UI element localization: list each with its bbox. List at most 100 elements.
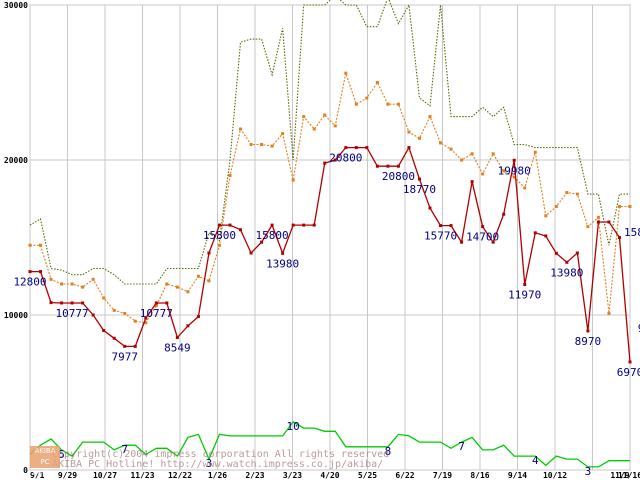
series-avg-point — [154, 304, 158, 308]
series-min-point — [302, 223, 306, 227]
series-avg-point — [60, 282, 64, 286]
series-avg-point — [428, 115, 432, 119]
series-min-point — [154, 301, 158, 305]
series-min-point — [207, 251, 211, 255]
series-min-point — [133, 344, 137, 348]
series-min-point — [533, 231, 537, 235]
count-label: 3 — [206, 457, 213, 470]
data-label: 13980 — [266, 257, 299, 270]
series-min-line — [30, 146, 631, 363]
count-label: 7 — [458, 440, 465, 453]
x-tick-label: 8/16 — [470, 471, 489, 480]
series-avg-point — [607, 311, 611, 315]
series-min-point — [512, 158, 516, 162]
series-avg-point — [49, 277, 53, 281]
y-tick-label: 10000 — [4, 311, 28, 320]
series-min-point — [112, 336, 116, 340]
series-min-point — [617, 236, 621, 239]
series-avg-point — [449, 147, 453, 151]
x-tick-label: 11/9 — [610, 471, 629, 480]
series-avg-point — [628, 205, 632, 208]
series-avg-point — [270, 144, 274, 148]
grid — [29, 4, 631, 471]
data-label: 15770 — [424, 230, 457, 243]
series-avg-point — [396, 102, 400, 106]
series-avg-point — [196, 274, 200, 278]
y-tick-label: 0 — [23, 466, 28, 475]
series-avg-point — [112, 308, 116, 312]
series-avg-point — [312, 127, 316, 131]
series-min-point — [39, 270, 43, 274]
series-min-point — [460, 240, 464, 244]
watermark-line-2: AKIBA PC Hotline! http://www.watch.impre… — [52, 459, 383, 470]
series-min-point — [523, 282, 527, 286]
series-avg-point — [375, 81, 379, 84]
series-avg-point — [407, 130, 411, 134]
series-avg-point — [575, 192, 579, 196]
data-label: 15800 — [256, 229, 289, 242]
series-min-point — [49, 301, 53, 305]
count-label: 3 — [585, 465, 592, 478]
series-max-line — [29, 0, 630, 285]
series-lines — [28, 0, 632, 468]
series-avg-point — [417, 136, 421, 140]
series-avg-point — [175, 285, 179, 289]
series-avg-point — [460, 158, 464, 162]
x-tick-label: 9/14 — [508, 471, 527, 480]
series-min-point — [28, 270, 32, 274]
series-min-point — [417, 177, 421, 181]
series-min-point — [386, 164, 390, 168]
x-tick-label: 12/22 — [168, 471, 192, 480]
series-min-point — [502, 212, 506, 216]
data-label: 10777 — [56, 307, 89, 320]
count-label: 8 — [385, 445, 392, 458]
series-min-point — [270, 223, 274, 227]
series-min-point — [175, 335, 179, 339]
x-tick-label: 5/25 — [358, 471, 377, 480]
series-avg-point — [133, 319, 137, 323]
count-label: 4 — [532, 454, 539, 467]
series-min-point — [428, 206, 432, 210]
series-min-point — [281, 251, 285, 255]
series-min-point — [396, 164, 400, 168]
series-avg-point — [586, 225, 590, 229]
series-min-point — [407, 146, 411, 150]
series-min-point — [596, 220, 600, 224]
series-min-point — [323, 161, 327, 165]
series-avg-point — [39, 243, 43, 247]
series-avg-point — [565, 191, 569, 195]
count-label: 5 — [58, 448, 65, 461]
data-label: 8549 — [164, 341, 191, 354]
series-min-point — [249, 251, 253, 255]
series-min-point — [228, 223, 232, 227]
series-avg-point — [91, 277, 95, 281]
series-min-point — [70, 301, 74, 305]
logo-line-1: AKIBA — [34, 447, 56, 455]
series-min-point — [91, 313, 95, 317]
count-label: 7 — [121, 443, 128, 456]
series-avg-point — [365, 96, 369, 100]
series-avg-point — [102, 296, 106, 300]
series-avg-point — [281, 132, 285, 136]
data-label: 15800 — [624, 226, 640, 239]
series-min-point — [491, 240, 495, 244]
data-label: 7977 — [111, 350, 138, 363]
x-tick-label: 9/29 — [58, 471, 77, 480]
x-tick-label: 2/23 — [245, 471, 264, 480]
series-min-point — [333, 158, 337, 162]
x-tick-label: 1/26 — [208, 471, 227, 480]
y-axis-ticks: 0 10000 20000 30000 — [4, 1, 28, 475]
series-min-point — [186, 324, 190, 328]
watermark-line-1: Copyright(c)2004 impress corporation All… — [52, 449, 389, 460]
series-avg-point — [186, 290, 190, 294]
series-min-point — [439, 224, 443, 228]
data-label: 20800 — [329, 152, 362, 165]
series-min-point — [123, 344, 127, 348]
series-avg-point — [481, 172, 485, 176]
series-min-point — [607, 220, 611, 224]
y-tick-label: 30000 — [4, 1, 28, 10]
x-tick-label: 3/23 — [283, 471, 302, 480]
series-min-point — [312, 223, 316, 227]
data-label: 11970 — [508, 288, 541, 301]
